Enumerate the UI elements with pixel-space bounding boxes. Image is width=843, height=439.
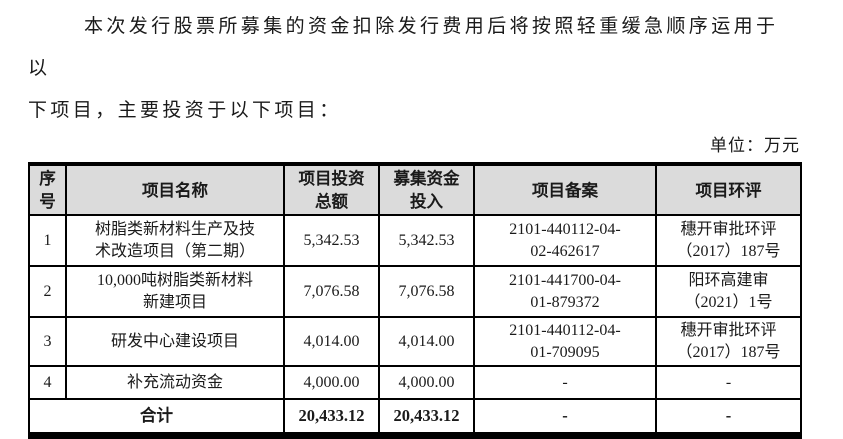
cell-raised-funds: 4,014.00 bbox=[378, 316, 475, 367]
cell-no: 4 bbox=[28, 365, 67, 400]
cell-filing: 2101-441700-04- 01-879372 bbox=[473, 265, 657, 318]
header-cell-filing: 项目备案 bbox=[473, 163, 657, 216]
cell-total-investment: 4,000.00 bbox=[283, 365, 380, 400]
table-header-row: 序 号 项目名称 项目投资 总额 募集资金 投入 项目备案 项目环评 bbox=[28, 163, 802, 216]
header-cell-eia: 项目环评 bbox=[655, 163, 802, 216]
total-eia: - bbox=[655, 398, 802, 436]
cell-project-name: 补充流动资金 bbox=[65, 365, 285, 400]
fund-usage-table: 序 号 项目名称 项目投资 总额 募集资金 投入 项目备案 项目环评 1 树脂类… bbox=[28, 162, 802, 439]
cell-no: 3 bbox=[28, 316, 67, 367]
cell-total-investment: 4,014.00 bbox=[283, 316, 380, 367]
unit-label: 单位：万元 bbox=[710, 136, 800, 155]
total-filing: - bbox=[473, 398, 657, 436]
total-raised-funds: 20,433.12 bbox=[378, 398, 475, 436]
table-row: 2 10,000吨树脂类新材料 新建项目 7,076.58 7,076.58 2… bbox=[28, 265, 802, 318]
table-row: 1 树脂类新材料生产及技 术改造项目（第二期） 5,342.53 5,342.5… bbox=[28, 214, 802, 267]
total-total-investment: 20,433.12 bbox=[283, 398, 380, 436]
cell-raised-funds: 7,076.58 bbox=[378, 265, 475, 318]
table-row: 3 研发中心建设项目 4,014.00 4,014.00 2101-440112… bbox=[28, 316, 802, 367]
cell-raised-funds: 5,342.53 bbox=[378, 214, 475, 267]
cell-eia: - bbox=[655, 365, 802, 400]
cell-project-name: 10,000吨树脂类新材料 新建项目 bbox=[65, 265, 285, 318]
cell-raised-funds: 4,000.00 bbox=[378, 365, 475, 400]
cell-no: 1 bbox=[28, 214, 67, 267]
cell-filing: - bbox=[473, 365, 657, 400]
cell-eia: 穗开审批环评 （2017）187号 bbox=[655, 214, 802, 267]
header-cell-project-name: 项目名称 bbox=[65, 163, 285, 216]
cell-no: 2 bbox=[28, 265, 67, 318]
header-cell-raised-funds: 募集资金 投入 bbox=[378, 163, 475, 216]
cell-eia: 阳环高建审 （2021）1号 bbox=[655, 265, 802, 318]
cell-project-name: 研发中心建设项目 bbox=[65, 316, 285, 367]
header-cell-total-investment: 项目投资 总额 bbox=[283, 163, 380, 216]
table-row: 4 补充流动资金 4,000.00 4,000.00 - - bbox=[28, 365, 802, 400]
document-page: 本次发行股票所募集的资金扣除发行费用后将按照轻重缓急顺序运用于以 下项目，主要投… bbox=[0, 6, 843, 439]
cell-total-investment: 5,342.53 bbox=[283, 214, 380, 267]
header-cell-no: 序 号 bbox=[28, 163, 67, 216]
cell-filing: 2101-440112-04- 01-709095 bbox=[473, 316, 657, 367]
table-total-row: 合计 20,433.12 20,433.12 - - bbox=[28, 398, 802, 436]
cell-filing: 2101-440112-04- 02-462617 bbox=[473, 214, 657, 267]
intro-paragraph: 本次发行股票所募集的资金扣除发行费用后将按照轻重缓急顺序运用于以 下项目，主要投… bbox=[28, 16, 779, 121]
cell-project-name: 树脂类新材料生产及技 术改造项目（第二期） bbox=[65, 214, 285, 267]
cell-total-investment: 7,076.58 bbox=[283, 265, 380, 318]
cell-eia: 穗开审批环评 （2017）187号 bbox=[655, 316, 802, 367]
total-label: 合计 bbox=[28, 398, 285, 436]
